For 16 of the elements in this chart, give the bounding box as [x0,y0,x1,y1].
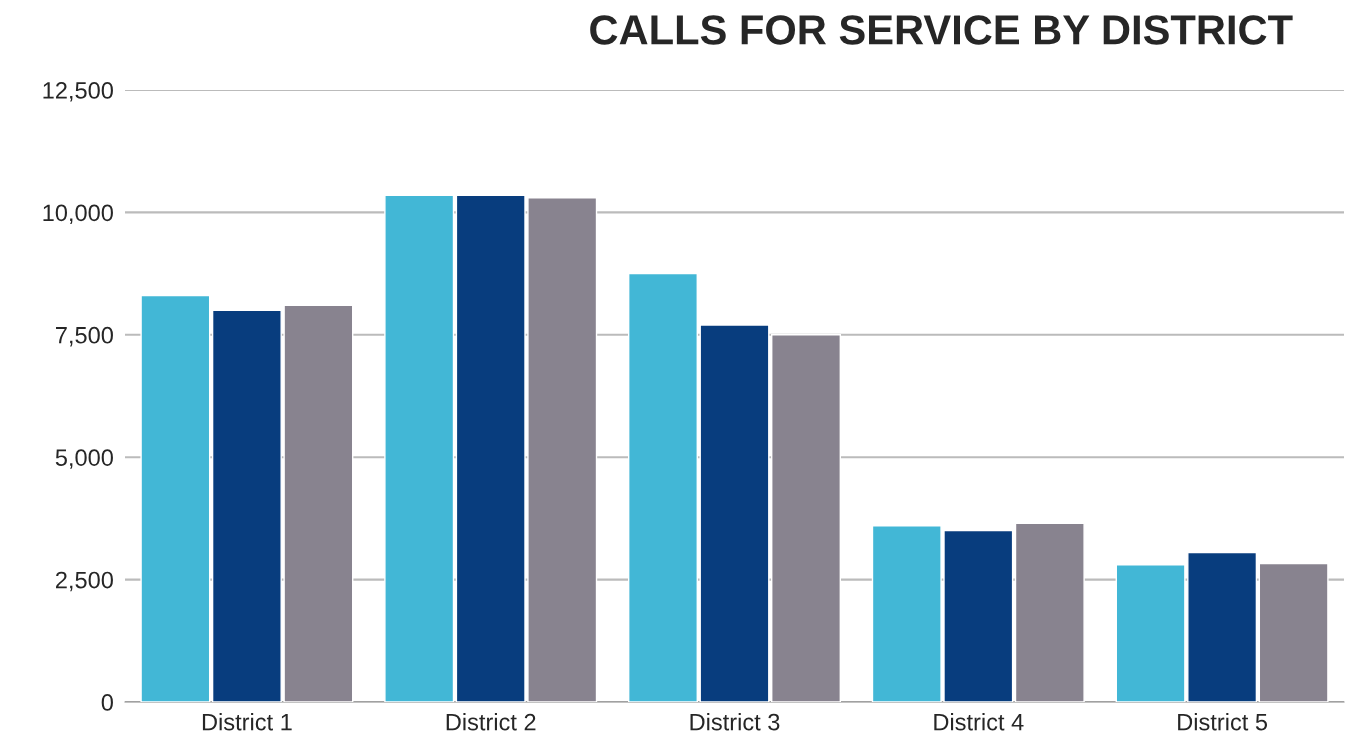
chart-title: CALLS FOR SERVICE BY DISTRICT [590,15,1293,45]
x-tick-label: District 1 [202,713,292,731]
bar [699,324,770,702]
x-tick-label: District 5 [1178,713,1268,731]
y-tick-label: 0 [101,694,113,711]
x-tick-label: District 3 [690,713,780,731]
bar [627,272,698,702]
bar [384,194,455,702]
y-tick-label: 12,500 [43,82,113,102]
bar [140,294,211,702]
y-tick-label: 2,500 [56,571,113,592]
x-tick-label: District 2 [446,713,536,731]
y-tick-label: 5,000 [55,449,113,469]
x-tick-label: District 4 [934,713,1024,731]
y-tick-label: 10,000 [43,204,113,224]
y-tick-label: 7,500 [56,326,113,347]
